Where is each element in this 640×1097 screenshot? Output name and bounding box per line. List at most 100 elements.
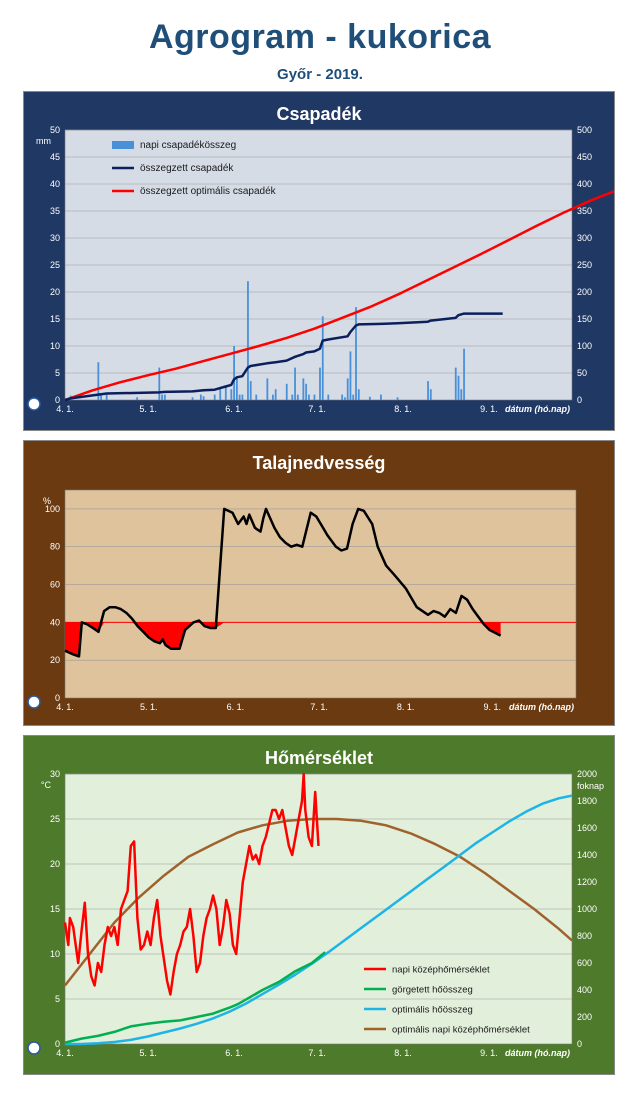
rain-bar xyxy=(463,348,465,400)
y2-tick-label: 350 xyxy=(577,206,592,216)
y-tick-label: 20 xyxy=(50,859,60,869)
y2-tick-label: 600 xyxy=(577,958,592,968)
rain-bar xyxy=(161,394,163,400)
rain-bar xyxy=(327,394,330,400)
y-tick-label: 0 xyxy=(55,693,60,703)
legend-label: összegzett optimális csapadék xyxy=(140,186,277,197)
y2-tick-label: 150 xyxy=(577,314,592,324)
x-tick-label: 4. 1. xyxy=(56,404,74,414)
y-tick-label: 5 xyxy=(55,994,60,1004)
x-tick-label: 9. 1. xyxy=(483,702,501,712)
y2-tick-label: 2000 xyxy=(577,769,597,779)
rain-bar xyxy=(291,394,294,400)
rain-bar xyxy=(255,394,258,400)
rain-bar xyxy=(219,389,222,400)
rain-bar xyxy=(308,394,310,400)
x-tick-label: 8. 1. xyxy=(394,1048,412,1058)
temperature-panel: Hőmérséklet 0 5 10 15 20 25 30 0 200 400 600 800 100… xyxy=(23,735,615,1075)
rain-bar xyxy=(163,394,166,400)
rain-bar xyxy=(429,389,432,400)
daily-mean-temperature-line xyxy=(63,772,320,996)
y-tick-label: 45 xyxy=(50,152,60,162)
y2-tick-label: 800 xyxy=(577,931,592,941)
y2-tick-label: 200 xyxy=(577,1012,592,1022)
x-axis-label: dátum (hó.nap) xyxy=(509,702,574,712)
soil-moisture-line xyxy=(64,507,502,658)
rain-bar xyxy=(213,394,216,400)
rain-bar xyxy=(460,389,463,400)
y-tick-label: 35 xyxy=(50,206,60,216)
rain-bar xyxy=(97,362,100,400)
x-tick-label: 7. 1. xyxy=(308,1048,326,1058)
rain-bar xyxy=(136,397,139,400)
rain-bar xyxy=(271,394,274,400)
x-axis-label: dátum (hó.nap) xyxy=(505,1048,570,1058)
y2-tick-label: 1800 xyxy=(577,796,597,806)
y-axis-unit: °C xyxy=(41,780,52,790)
y2-tick-label: 200 xyxy=(577,287,592,297)
page-title: Agrogram - kukorica xyxy=(148,18,492,56)
y2-tick-label: 1200 xyxy=(577,877,597,887)
x-tick-label: 9. 1. xyxy=(480,1048,498,1058)
rain-bar xyxy=(230,389,233,400)
x-axis-label: dátum (hó.nap) xyxy=(505,404,570,414)
x-tick-label: 8. 1. xyxy=(394,404,412,414)
x-tick-label: 8. 1. xyxy=(397,702,415,712)
temperature-title: Hőmérséklet xyxy=(264,748,374,768)
x-tick-label: 7. 1. xyxy=(310,702,328,712)
rain-bar xyxy=(238,394,241,400)
page-subtitle: Győr - 2019. xyxy=(277,66,363,83)
y-tick-label: 100 xyxy=(45,504,60,514)
y-tick-label: 25 xyxy=(50,260,60,270)
rain-bar xyxy=(296,394,299,400)
y-tick-label: 20 xyxy=(50,287,60,297)
precipitation-title: Csapadék xyxy=(276,104,362,124)
y-tick-label: 50 xyxy=(50,125,60,135)
rain-bar xyxy=(100,393,103,400)
optimal-heat-sum-line xyxy=(65,794,573,1046)
y-tick-label: 0 xyxy=(55,395,60,405)
legend-label: optimális hőösszeg xyxy=(392,1005,473,1016)
y-tick-label: 30 xyxy=(50,233,60,243)
y-tick-label: 25 xyxy=(50,814,60,824)
y-tick-label: 10 xyxy=(50,341,60,351)
temperature-chart: 0 5 10 15 20 25 30 0 200 400 600 800 1000 1200 1400 160… xyxy=(27,769,604,1058)
y2-tick-label: 450 xyxy=(577,152,592,162)
optimal-cumulative-rain-line xyxy=(64,190,614,402)
y2-tick-label: 400 xyxy=(577,985,592,995)
y-tick-label: 30 xyxy=(50,769,60,779)
rain-bar xyxy=(191,397,194,400)
soil-moisture-chart: 0 20 40 60 80 100 4. 1. 5. 1. 6. 1. 7. 1. 8. 1. 9. … xyxy=(27,489,577,712)
logo-icon xyxy=(27,397,41,411)
rain-bar xyxy=(247,281,249,400)
legend-label: görgetett hőösszeg xyxy=(392,985,473,996)
x-tick-label: 7. 1. xyxy=(308,404,326,414)
y-tick-label: 20 xyxy=(50,655,60,665)
rain-bar xyxy=(396,397,399,400)
rain-bar xyxy=(266,378,269,400)
rain-bar xyxy=(305,383,308,400)
rain-bar xyxy=(202,396,205,400)
rain-bar xyxy=(368,396,371,400)
precipitation-panel: Csapadék 0 5 10 15 20 25 30 35 40 45 50 0 50 100 150 20… xyxy=(23,91,615,431)
x-tick-label: 6. 1. xyxy=(225,1048,243,1058)
y-tick-label: 40 xyxy=(50,179,60,189)
y2-tick-label: 250 xyxy=(577,260,592,270)
rain-bar xyxy=(241,394,244,400)
rain-bar xyxy=(319,367,321,400)
y2-tick-label: 1600 xyxy=(577,823,597,833)
rain-bar xyxy=(457,375,460,400)
y2-tick-label: 300 xyxy=(577,233,592,243)
precipitation-chart: 0510152025303540455005010015020025030035… xyxy=(27,125,614,414)
rain-bar xyxy=(274,389,277,400)
y2-tick-label: 400 xyxy=(577,179,592,189)
rain-bar xyxy=(224,386,227,400)
y2-tick-label: 100 xyxy=(577,341,592,351)
x-tick-label: 4. 1. xyxy=(56,702,74,712)
y2-tick-label: 0 xyxy=(577,395,582,405)
legend-swatch-bar xyxy=(112,141,134,149)
y-tick-label: 40 xyxy=(50,617,60,627)
rain-bar xyxy=(380,394,382,400)
y-axis-unit: mm xyxy=(36,136,51,146)
legend-label: összegzett csapadék xyxy=(140,163,234,174)
